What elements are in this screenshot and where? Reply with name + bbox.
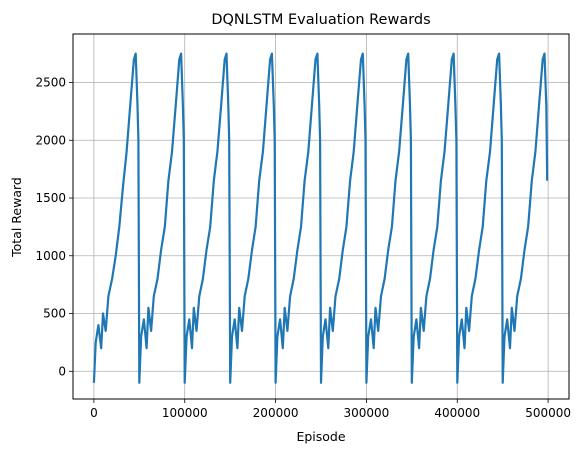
x-tick-label: 200000: [253, 406, 299, 420]
x-tick-label: 0: [90, 406, 98, 420]
x-axis-ticks: 0 100000 200000 300000 400000 500000: [90, 399, 571, 420]
series-line-group: [92, 52, 549, 384]
x-tick-label: 500000: [525, 406, 571, 420]
y-tick-label: 1000: [35, 249, 66, 263]
y-tick-label: 1500: [35, 191, 66, 205]
y-axis-label: Total Reward: [9, 177, 24, 258]
x-tick-label: 100000: [162, 406, 208, 420]
y-tick-label: 0: [58, 364, 66, 378]
x-axis-label: Episode: [296, 429, 345, 444]
y-axis-ticks: 0 500 1000 1500 2000 2500: [35, 76, 73, 378]
x-tick-label: 400000: [434, 406, 480, 420]
plot-frame: [72, 33, 570, 400]
y-tick-label: 2000: [35, 133, 66, 147]
y-tick-label: 500: [43, 307, 66, 321]
y-tick-label: 2500: [35, 76, 66, 90]
x-tick-label: 300000: [344, 406, 390, 420]
series-line: [92, 52, 549, 384]
chart-title: DQNLSTM Evaluation Rewards: [211, 12, 430, 28]
